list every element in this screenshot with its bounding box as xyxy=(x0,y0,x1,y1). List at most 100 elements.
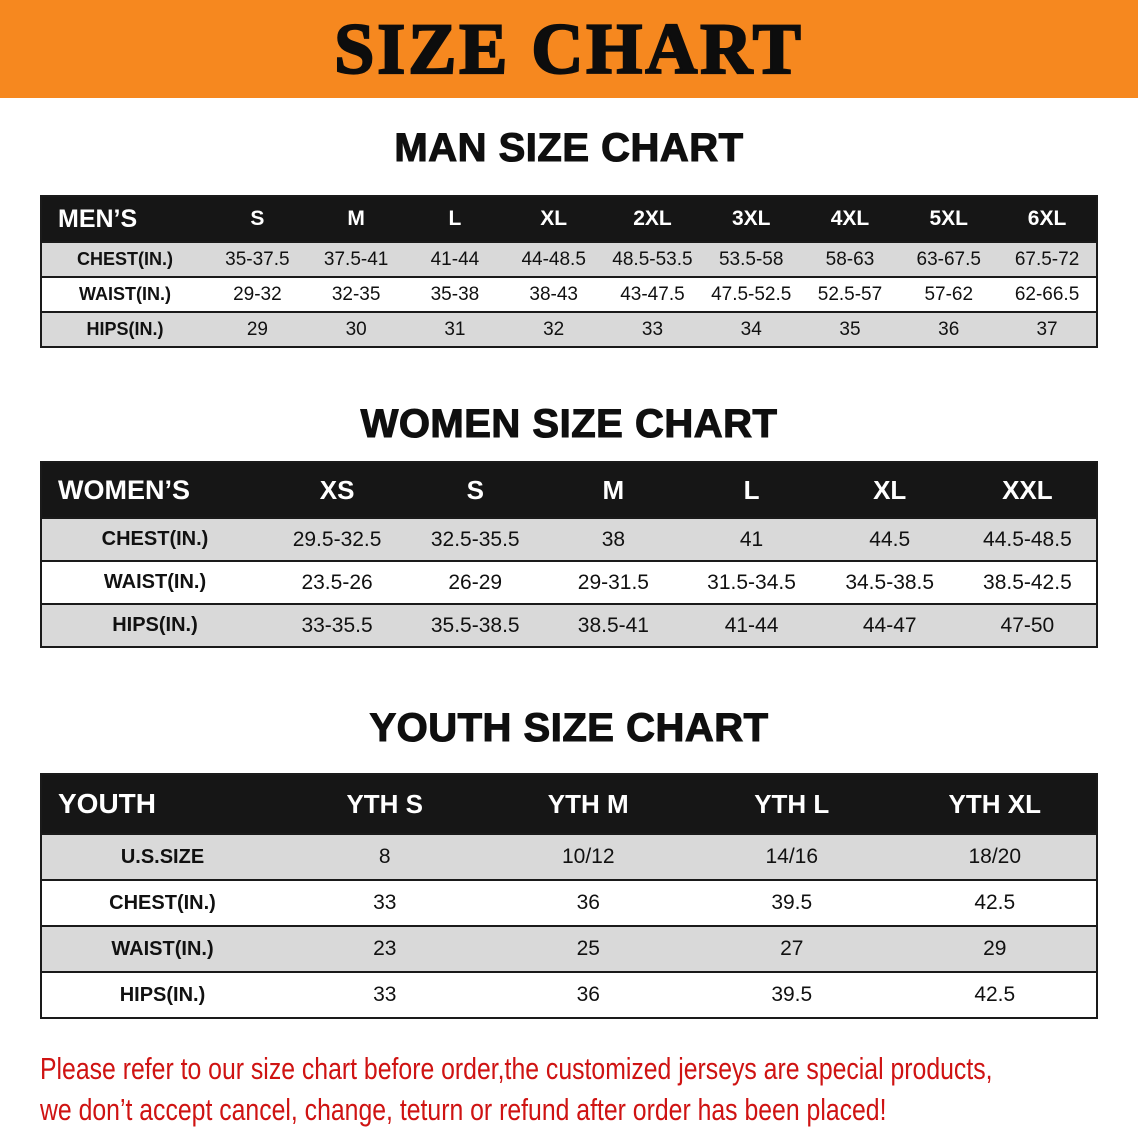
size-value-cell: 29-31.5 xyxy=(544,560,683,604)
size-value-cell: 14/16 xyxy=(690,833,894,880)
table-row: WAIST(IN.) 23.5-26 26-29 29-31.5 31.5-34.5 34… xyxy=(41,560,1097,604)
size-column-header: XS xyxy=(268,462,407,518)
size-column-header: 5XL xyxy=(899,196,999,242)
size-value-cell: 32-35 xyxy=(306,276,406,312)
table-row: CHEST(IN.) 35-37.5 37.5-41 41-44 44-48.5 48.5… xyxy=(41,241,1097,277)
table-title-cell: MEN’S xyxy=(41,196,208,242)
size-column-header: M xyxy=(544,462,683,518)
size-value-cell: 25 xyxy=(486,925,690,972)
size-value-cell: 23 xyxy=(283,925,487,972)
size-column-header: XL xyxy=(504,196,604,242)
size-chart-title: SIZE CHART xyxy=(333,7,804,89)
size-column-header: 3XL xyxy=(701,196,801,242)
size-column-header: 6XL xyxy=(998,196,1097,242)
size-value-cell: 67.5-72 xyxy=(998,241,1097,277)
table-header-row: YOUTH YTH S YTH M YTH L YTH XL xyxy=(41,774,1097,834)
size-value-cell: 27 xyxy=(690,925,894,972)
size-value-cell: 63-67.5 xyxy=(899,241,999,277)
footer-note-line2: we don’t accept cancel, change, teturn o… xyxy=(40,1091,887,1127)
size-value-cell: 36 xyxy=(486,879,690,926)
man-size-chart-heading: MAN SIZE CHART xyxy=(394,125,744,170)
size-value-cell: 29 xyxy=(893,925,1097,972)
table-row: HIPS(IN.) 33-35.5 35.5-38.5 38.5-41 41-44 44-… xyxy=(41,603,1097,647)
size-value-cell: 31.5-34.5 xyxy=(682,560,821,604)
footer-note: Please refer to our size chart before or… xyxy=(40,1049,1138,1131)
size-value-cell: 33 xyxy=(283,879,487,926)
size-value-cell: 38 xyxy=(544,517,683,561)
table-header-row: WOMEN’S XS S M L XL XXL xyxy=(41,462,1097,518)
size-column-header: YTH M xyxy=(486,774,690,834)
women-size-table: WOMEN’S XS S M L XL XXL CHEST(IN.) 29.5-32.5 32.5… xyxy=(40,461,1098,648)
row-label: WAIST(IN.) xyxy=(41,560,268,604)
size-value-cell: 33 xyxy=(603,311,702,347)
size-value-cell: 39.5 xyxy=(690,879,894,926)
size-value-cell: 37.5-41 xyxy=(306,241,406,277)
size-value-cell: 43-47.5 xyxy=(603,276,702,312)
size-column-header: YTH S xyxy=(283,774,487,834)
table-row: CHEST(IN.) 29.5-32.5 32.5-35.5 38 41 44.5 44.5… xyxy=(41,517,1097,561)
row-label: U.S.SIZE xyxy=(41,833,283,880)
row-label: CHEST(IN.) xyxy=(41,241,208,277)
size-value-cell: 38.5-41 xyxy=(544,603,683,647)
size-value-cell: 44.5-48.5 xyxy=(958,517,1097,561)
size-value-cell: 57-62 xyxy=(899,276,999,312)
row-label: HIPS(IN.) xyxy=(41,971,283,1018)
women-size-chart-heading: WOMEN SIZE CHART xyxy=(360,401,778,446)
table-row: U.S.SIZE 8 10/12 14/16 18/20 xyxy=(41,833,1097,880)
size-column-header: 2XL xyxy=(603,196,702,242)
size-value-cell: 42.5 xyxy=(893,971,1097,1018)
size-value-cell: 29 xyxy=(208,311,307,347)
size-value-cell: 42.5 xyxy=(893,879,1097,926)
row-label: HIPS(IN.) xyxy=(41,311,208,347)
table-title-cell: YOUTH xyxy=(41,774,283,834)
row-label: HIPS(IN.) xyxy=(41,603,268,647)
size-value-cell: 35-37.5 xyxy=(208,241,307,277)
size-column-header: 4XL xyxy=(800,196,900,242)
size-value-cell: 18/20 xyxy=(893,833,1097,880)
size-column-header: L xyxy=(682,462,821,518)
table-row: HIPS(IN.) 33 36 39.5 42.5 xyxy=(41,971,1097,1018)
size-chart-banner: SIZE CHART xyxy=(0,0,1138,98)
size-column-header: XXL xyxy=(958,462,1097,518)
size-value-cell: 33-35.5 xyxy=(268,603,407,647)
row-label: CHEST(IN.) xyxy=(41,517,268,561)
size-value-cell: 41-44 xyxy=(405,241,505,277)
row-label: WAIST(IN.) xyxy=(41,925,283,972)
size-column-header: L xyxy=(405,196,505,242)
size-value-cell: 53.5-58 xyxy=(701,241,801,277)
size-value-cell: 10/12 xyxy=(486,833,690,880)
size-value-cell: 35.5-38.5 xyxy=(406,603,545,647)
size-value-cell: 33 xyxy=(283,971,487,1018)
footer-note-line1: Please refer to our size chart before or… xyxy=(40,1051,993,1086)
size-value-cell: 23.5-26 xyxy=(268,560,407,604)
size-column-header: M xyxy=(306,196,406,242)
size-value-cell: 44-48.5 xyxy=(504,241,604,277)
size-value-cell: 35-38 xyxy=(405,276,505,312)
size-column-header: S xyxy=(406,462,545,518)
size-value-cell: 29.5-32.5 xyxy=(268,517,407,561)
size-value-cell: 38.5-42.5 xyxy=(958,560,1097,604)
size-value-cell: 44-47 xyxy=(820,603,959,647)
size-value-cell: 31 xyxy=(405,311,505,347)
size-value-cell: 44.5 xyxy=(820,517,959,561)
size-value-cell: 26-29 xyxy=(406,560,545,604)
size-value-cell: 62-66.5 xyxy=(998,276,1097,312)
size-value-cell: 39.5 xyxy=(690,971,894,1018)
size-value-cell: 36 xyxy=(486,971,690,1018)
men-size-table: MEN’S S M L XL 2XL 3XL 4XL 5XL 6XL CHEST(IN.) 35-37… xyxy=(40,195,1098,348)
size-value-cell: 35 xyxy=(800,311,900,347)
size-value-cell: 41-44 xyxy=(682,603,821,647)
size-column-header: XL xyxy=(820,462,959,518)
size-column-header: YTH L xyxy=(690,774,894,834)
size-value-cell: 34.5-38.5 xyxy=(820,560,959,604)
table-header-row: MEN’S S M L XL 2XL 3XL 4XL 5XL 6XL xyxy=(41,196,1097,242)
table-row: WAIST(IN.) 29-32 32-35 35-38 38-43 43-47.5 47.… xyxy=(41,276,1097,312)
size-value-cell: 32.5-35.5 xyxy=(406,517,545,561)
size-value-cell: 52.5-57 xyxy=(800,276,900,312)
size-value-cell: 32 xyxy=(504,311,604,347)
size-value-cell: 29-32 xyxy=(208,276,307,312)
size-value-cell: 47-50 xyxy=(958,603,1097,647)
size-column-header: S xyxy=(208,196,307,242)
size-value-cell: 41 xyxy=(682,517,821,561)
size-value-cell: 30 xyxy=(306,311,406,347)
